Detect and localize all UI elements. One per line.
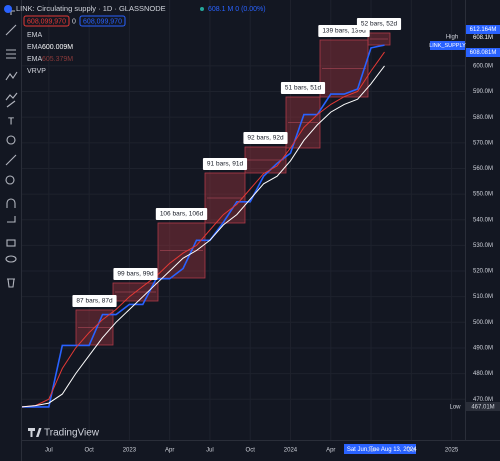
drawing-label-box xyxy=(280,82,326,94)
last-price: 608.1 M 0 (0.00%) xyxy=(208,6,266,13)
series-line xyxy=(22,44,385,408)
date-left: Sat Jun xyxy=(347,447,367,453)
low-value-box xyxy=(466,402,500,411)
x-tick-label: 2025 xyxy=(445,448,459,454)
buy-price[interactable]: 608,099,970 xyxy=(83,18,122,25)
x-tick-label: 2023 xyxy=(123,448,137,454)
high-value: 608.1M xyxy=(473,35,493,41)
drawing-label-box xyxy=(202,158,248,170)
drawing-label-box xyxy=(72,295,117,307)
tool-text[interactable]: T xyxy=(8,117,14,128)
brand-logo xyxy=(28,428,42,437)
buy-box[interactable] xyxy=(79,15,126,27)
tool-fib[interactable] xyxy=(6,49,16,59)
drawing-label: 99 bars, 99d xyxy=(117,271,154,278)
top-label: 612.164M xyxy=(470,27,497,33)
y-tick-label: 550.0M xyxy=(473,192,493,198)
sell-price[interactable]: 608,099,970 xyxy=(27,18,66,25)
tool-magnet[interactable] xyxy=(6,198,16,208)
y-tick-label: 530.0M xyxy=(473,243,493,249)
brand: TradingView xyxy=(28,428,100,439)
y-tick-label: 560.0M xyxy=(473,166,493,172)
tool-visibility[interactable] xyxy=(5,255,17,263)
x-tick-label: Jul xyxy=(367,448,375,454)
top-label-box xyxy=(466,25,500,34)
y-tick-label: 600.0M xyxy=(473,63,493,69)
date-left-box xyxy=(344,444,370,454)
tool-brush[interactable] xyxy=(6,100,16,108)
symbol-label-box xyxy=(430,41,465,50)
x-tick-label: Jul xyxy=(206,448,214,454)
symbol-value: 608.081M xyxy=(470,50,497,56)
drawing-label: 52 bars, 52d xyxy=(361,21,398,28)
drawing-label: 139 bars, 139d xyxy=(322,28,366,35)
drawing-label-box xyxy=(318,25,370,37)
drawing-label: 106 bars, 106d xyxy=(160,211,204,218)
y-tick-label: 540.0M xyxy=(473,217,493,223)
y-tick-label: 480.0M xyxy=(473,371,493,377)
tool-ruler[interactable] xyxy=(5,154,17,166)
crosshair-labels: Sat Jun Tue Aug 13, 2024 xyxy=(344,444,417,454)
low-value: 467.01M xyxy=(471,405,494,411)
drawing-label: 92 bars, 92d xyxy=(247,135,284,142)
drawing-label-box xyxy=(113,268,158,280)
legend-name: EMA xyxy=(27,56,43,63)
status-dot xyxy=(200,7,204,11)
y-tick-label: 590.0M xyxy=(473,89,493,95)
legend-value: 600.009M xyxy=(42,44,73,51)
tool-lock[interactable] xyxy=(6,239,16,247)
symbol-icon xyxy=(4,5,12,13)
x-tick-label: Oct xyxy=(407,448,417,454)
spread: 0 xyxy=(72,18,76,25)
series-line xyxy=(21,51,385,408)
y-tick-label: 570.0M xyxy=(473,140,493,146)
date-box xyxy=(370,444,416,454)
drawing-label-box xyxy=(155,208,208,220)
plot: 87 bars, 87d 99 bars, 99d 106 bars, 106d 91… xyxy=(21,0,465,440)
tool-forecast[interactable] xyxy=(5,92,18,101)
header: LINK: Circulating supply · 1D · GLASSNOD… xyxy=(4,4,266,75)
drawing-label: 87 bars, 87d xyxy=(76,298,113,305)
x-tick-label: Apr xyxy=(165,448,174,454)
legend-name: EMA xyxy=(27,32,43,39)
tool-emoji[interactable] xyxy=(6,135,16,145)
header-title: LINK: Circulating supply · 1D · GLASSNOD… xyxy=(16,4,166,13)
drawing-label: 51 bars, 51d xyxy=(285,85,322,92)
y-tick-label: 520.0M xyxy=(473,269,493,275)
date: Tue Aug 13, 2024 xyxy=(369,447,417,453)
x-tick-label: Apr xyxy=(326,448,335,454)
symbol-value-box xyxy=(466,48,500,57)
tool-zoom[interactable] xyxy=(5,175,15,185)
tool-trash[interactable] xyxy=(7,278,15,288)
x-tick-label: Oct xyxy=(246,448,256,454)
drawing-label: 91 bars, 91d xyxy=(207,161,244,168)
y-tick-label: 490.0M xyxy=(473,346,493,352)
legend-name: VRVP xyxy=(27,68,46,75)
drawing-label-box xyxy=(243,132,288,144)
drawing-label-box xyxy=(356,18,402,30)
tool-patterns[interactable] xyxy=(5,71,18,81)
price-axis: 612.164M High 608.1M LINK_SUPPLY 608.081… xyxy=(429,0,500,440)
symbol-label: LINK_SUPPLY xyxy=(429,43,466,49)
series-line xyxy=(21,65,385,408)
x-tick-label: Oct xyxy=(84,448,94,454)
y-tick-label: 580.0M xyxy=(473,115,493,121)
y-tick-label: 470.0M xyxy=(473,397,493,403)
brand-name: TradingView xyxy=(44,428,100,439)
toolbar[interactable]: T xyxy=(5,7,18,288)
tool-trendline[interactable] xyxy=(5,24,17,36)
tool-lock-drawing[interactable] xyxy=(7,216,16,223)
x-tick-label: Jul xyxy=(45,448,53,454)
high-label: High xyxy=(446,35,458,41)
y-tick-label: 510.0M xyxy=(473,294,493,300)
legend-name: EMA xyxy=(27,44,43,51)
legend-value: 605.379M xyxy=(42,56,73,63)
y-tick-label: 500.0M xyxy=(473,320,493,326)
sell-box[interactable] xyxy=(23,15,70,27)
x-tick-label: 2024 xyxy=(284,448,298,454)
low-label: Low xyxy=(449,405,461,411)
